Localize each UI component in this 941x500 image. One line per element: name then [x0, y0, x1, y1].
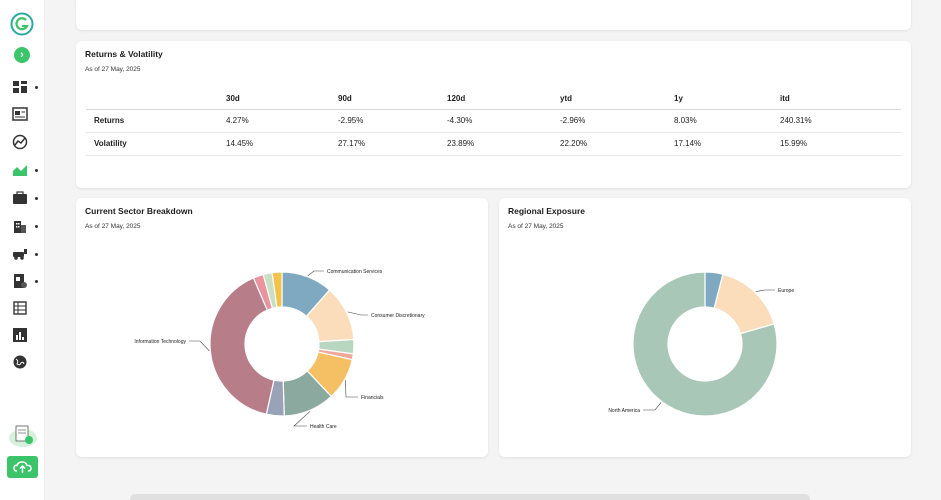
column-header[interactable]: 120d — [447, 88, 560, 110]
sidebar-item-performance[interactable] — [12, 162, 42, 180]
sector-card-title: Current Sector Breakdown — [85, 206, 193, 216]
sidebar-item-news[interactable] — [12, 106, 42, 124]
sector-donut-chart: Communication Services Consumer Discretio… — [134, 269, 425, 430]
vehicle-icon — [13, 249, 27, 260]
sidebar-item-transport[interactable] — [12, 246, 42, 264]
table-cell: 14.45% — [226, 132, 338, 156]
slice-label: Financials — [361, 395, 384, 401]
upload-button[interactable] — [7, 456, 38, 478]
slice-leader-line — [347, 311, 368, 316]
column-header[interactable]: 90d — [338, 88, 447, 110]
newspaper-icon — [12, 107, 28, 121]
slice-label: Consumer Discretionary — [371, 313, 425, 319]
pie-slice[interactable] — [209, 277, 275, 415]
dashboard-icon — [13, 81, 27, 93]
table-header-row: 30d 90d 120d ytd 1y itd — [86, 88, 901, 110]
sidebar-item-portfolio[interactable] — [12, 190, 42, 208]
regional-card-date: As of 27 May, 2025 — [508, 223, 564, 230]
ledger-icon — [13, 301, 27, 315]
slice-leader-line — [307, 270, 324, 276]
report-icon — [14, 274, 27, 288]
column-header[interactable]: 30d — [226, 88, 338, 110]
sidebar-item-ledger[interactable] — [12, 300, 42, 318]
regional-exposure-card: Regional Exposure As of 27 May, 2025 Eur… — [499, 198, 911, 457]
sidebar-item-analytics[interactable] — [12, 134, 42, 152]
briefcase-icon — [13, 191, 27, 204]
returns-card-title: Returns & Volatility — [85, 49, 163, 59]
regional-donut-chart: Europe North America — [608, 271, 794, 417]
table-cell: -2.96% — [560, 109, 674, 133]
slice-leader-line — [643, 402, 662, 411]
area-chart-icon — [13, 165, 27, 176]
pie-slice[interactable] — [632, 271, 778, 417]
sidebar-item-globe[interactable] — [12, 354, 42, 372]
table-row: Volatility 14.45% 27.17% 23.89% 22.20% 1… — [86, 132, 901, 156]
sector-card-date: As of 27 May, 2025 — [85, 223, 141, 230]
table-cell: 8.03% — [674, 109, 780, 133]
building-icon — [14, 221, 26, 233]
table-cell: 15.99% — [780, 132, 901, 156]
slice-leader-line — [345, 380, 358, 398]
column-header[interactable]: itd — [780, 88, 901, 110]
nav-indicator-dot — [35, 225, 38, 228]
regional-card-title: Regional Exposure — [508, 206, 585, 216]
pie-slice[interactable] — [713, 273, 775, 335]
table-cell: 22.20% — [560, 132, 674, 156]
slice-leader-line — [755, 289, 775, 292]
slice-label: Information Technology — [134, 339, 186, 345]
row-label: Returns — [86, 109, 226, 133]
chart-gauge-icon — [12, 134, 28, 150]
returns-card-date: As of 27 May, 2025 — [85, 66, 141, 73]
globe-icon — [13, 355, 27, 369]
slice-label: Health Care — [310, 424, 337, 430]
expand-sidebar-button[interactable]: › — [14, 47, 30, 63]
slice-label: Europe — [778, 288, 794, 294]
statistics-icon — [13, 328, 27, 342]
slice-label: Communication Services — [327, 269, 383, 275]
table-cell: 17.14% — [674, 132, 780, 156]
slice-leader-line — [293, 411, 311, 427]
promo-illustration-icon — [9, 425, 37, 447]
sidebar-item-companies[interactable] — [12, 218, 42, 236]
column-header[interactable]: ytd — [560, 88, 674, 110]
nav-indicator-dot — [35, 86, 38, 89]
nav-indicator-dot — [35, 169, 38, 172]
table-cell: 240.31% — [780, 109, 901, 133]
sidebar-item-statistics[interactable] — [12, 327, 42, 345]
slice-label: North America — [608, 408, 640, 414]
slice-leader-line — [189, 340, 210, 352]
pie-slice[interactable] — [271, 271, 283, 309]
returns-table: 30d 90d 120d ytd 1y itd Returns 4.27% -2… — [86, 88, 901, 156]
bottom-card-edge — [130, 494, 810, 500]
row-label: Volatility — [86, 132, 226, 156]
returns-volatility-card: Returns & Volatility As of 27 May, 2025 … — [76, 41, 911, 188]
sidebar-item-reports[interactable] — [12, 273, 42, 291]
app-logo[interactable] — [10, 12, 34, 36]
cloud-upload-icon — [13, 461, 32, 473]
table-row: Returns 4.27% -2.95% -4.30% -2.96% 8.03%… — [86, 109, 901, 133]
table-cell: -4.30% — [447, 109, 560, 133]
nav-indicator-dot — [35, 280, 38, 283]
sidebar: › — [0, 0, 45, 500]
table-cell: 23.89% — [447, 132, 560, 156]
column-header[interactable]: 1y — [674, 88, 780, 110]
nav-indicator-dot — [35, 197, 38, 200]
table-cell: 27.17% — [338, 132, 447, 156]
sidebar-item-dashboard[interactable] — [12, 79, 42, 97]
nav-indicator-dot — [35, 253, 38, 256]
sector-breakdown-card: Current Sector Breakdown As of 27 May, 2… — [76, 198, 488, 457]
table-cell: 4.27% — [226, 109, 338, 133]
top-card — [76, 0, 911, 30]
table-cell: -2.95% — [338, 109, 447, 133]
table-header-blank — [86, 88, 226, 110]
